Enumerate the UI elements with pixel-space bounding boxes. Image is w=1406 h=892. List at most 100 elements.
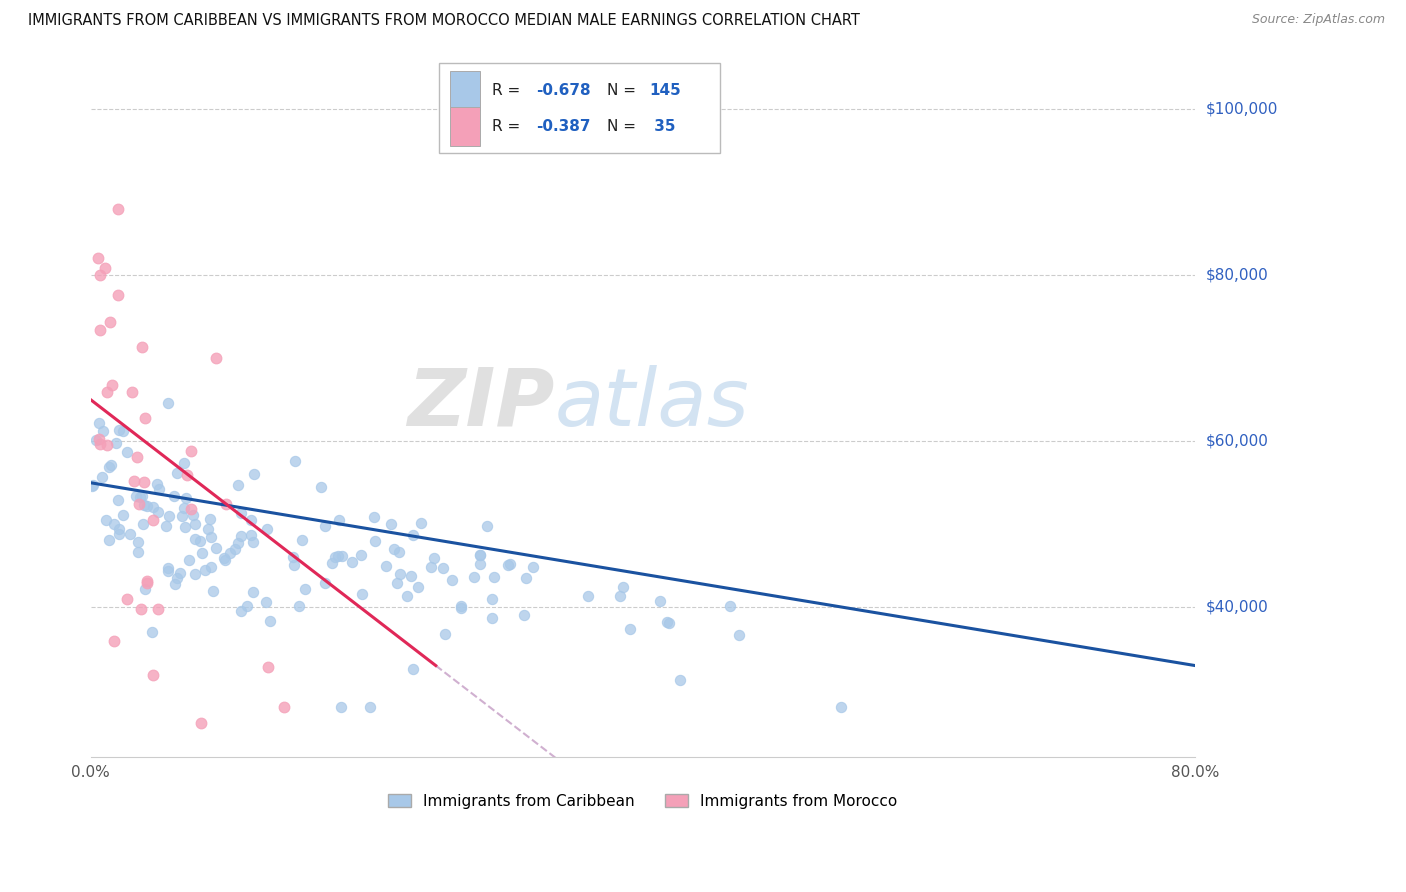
Point	[314, 518, 336, 533]
Point	[259, 614, 281, 628]
Point	[226, 536, 249, 550]
Text: atlas: atlas	[554, 365, 749, 442]
Point	[141, 624, 163, 639]
Point	[107, 492, 129, 507]
Point	[314, 575, 336, 590]
Point	[463, 570, 485, 584]
Point	[100, 378, 122, 392]
Point	[291, 533, 314, 547]
Point	[340, 555, 363, 569]
Text: -0.387: -0.387	[536, 120, 591, 134]
Point	[117, 444, 139, 458]
Point	[142, 668, 165, 682]
Point	[648, 593, 671, 607]
Point	[243, 467, 266, 481]
Point	[103, 516, 125, 531]
Point	[82, 478, 104, 492]
Text: 145: 145	[650, 83, 681, 98]
Point	[423, 550, 446, 565]
Point	[254, 594, 277, 608]
Point	[190, 546, 212, 560]
Point	[107, 202, 129, 216]
Point	[122, 474, 145, 488]
Point	[515, 571, 537, 585]
Point	[104, 436, 127, 450]
Point	[174, 520, 197, 534]
Point	[148, 602, 170, 616]
Text: IMMIGRANTS FROM CARIBBEAN VS IMMIGRANTS FROM MOROCCO MEDIAN MALE EARNINGS CORREL: IMMIGRANTS FROM CARIBBEAN VS IMMIGRANTS …	[28, 13, 860, 29]
Point	[97, 460, 120, 475]
Point	[131, 340, 153, 354]
Point	[375, 558, 398, 573]
Point	[173, 456, 195, 470]
Point	[214, 553, 236, 567]
Point	[387, 576, 409, 591]
Point	[481, 611, 503, 625]
Point	[484, 570, 506, 584]
Point	[190, 715, 212, 730]
Text: $60,000: $60,000	[1206, 434, 1270, 449]
Point	[224, 541, 246, 556]
Point	[718, 599, 741, 614]
Point	[156, 396, 179, 410]
Point	[231, 604, 253, 618]
Point	[176, 468, 198, 483]
Point	[180, 502, 202, 516]
Point	[380, 517, 402, 532]
Point	[135, 575, 157, 590]
Point	[402, 662, 425, 676]
Point	[406, 580, 429, 594]
Point	[294, 582, 316, 597]
Point	[204, 351, 226, 366]
Point	[256, 660, 278, 674]
Point	[142, 500, 165, 515]
Point	[242, 584, 264, 599]
Point	[108, 522, 131, 536]
Point	[136, 499, 159, 513]
Point	[352, 587, 374, 601]
Point	[411, 516, 433, 531]
Point	[434, 626, 457, 640]
Point	[169, 566, 191, 580]
Point	[166, 571, 188, 585]
Point	[283, 558, 305, 572]
Point	[89, 437, 111, 451]
Point	[157, 564, 180, 578]
Point	[107, 288, 129, 302]
Point	[128, 497, 150, 511]
Point	[134, 582, 156, 596]
Point	[440, 573, 463, 587]
Point	[235, 599, 257, 613]
Point	[183, 533, 205, 547]
Point	[87, 432, 110, 446]
Point	[284, 454, 307, 468]
Point	[450, 601, 472, 615]
Point	[499, 557, 522, 571]
Text: N =: N =	[607, 120, 641, 134]
Point	[576, 589, 599, 603]
Point	[359, 700, 381, 714]
Point	[402, 528, 425, 542]
Point	[522, 560, 544, 574]
Point	[450, 599, 472, 614]
Point	[205, 541, 228, 555]
Point	[194, 564, 217, 578]
Point	[132, 516, 155, 531]
Point	[180, 443, 202, 458]
Point	[129, 491, 152, 505]
Point	[658, 615, 681, 630]
Point	[146, 505, 169, 519]
Point	[239, 513, 262, 527]
Point	[127, 450, 149, 464]
Point	[198, 512, 221, 526]
Point	[382, 541, 405, 556]
Point	[148, 482, 170, 496]
Point	[156, 561, 179, 575]
Point	[669, 673, 692, 688]
Point	[80, 478, 103, 492]
Point	[90, 470, 112, 484]
Point	[330, 700, 353, 714]
Point	[135, 574, 157, 588]
Point	[364, 533, 387, 548]
Point	[363, 510, 385, 524]
